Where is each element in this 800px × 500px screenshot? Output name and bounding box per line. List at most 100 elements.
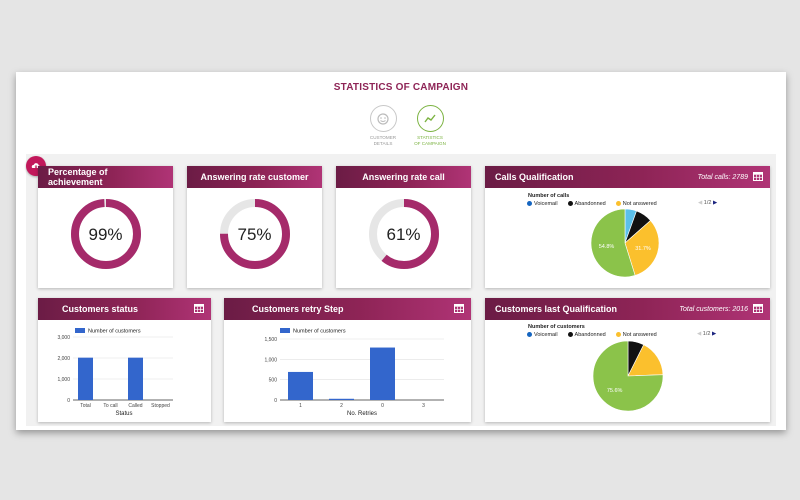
step-label-line1: STATISTICS — [417, 135, 443, 140]
legend-item[interactable]: Abandonned — [567, 332, 606, 338]
bar[interactable] — [288, 371, 313, 400]
legend-label: Not answered — [622, 201, 657, 207]
customers-retry-card: Customers retry Step Number of customers… — [224, 298, 471, 422]
card-title: Answering rate customer — [200, 172, 309, 182]
step-customer-details[interactable]: CUSTOMER DETAILS — [358, 105, 408, 146]
legend-dot — [615, 332, 621, 338]
last-qual-pie-chart: 75.6% — [592, 340, 664, 412]
last-qual-legend: Voicemail Abandonned Not answered — [527, 332, 657, 338]
pager-text: 1/2 — [703, 200, 712, 206]
legend-title: Number of customers — [528, 324, 585, 330]
legend-item[interactable]: Not answered — [615, 332, 657, 338]
table-view-icon[interactable] — [753, 304, 763, 313]
x-axis-title: Status — [115, 411, 132, 417]
legend-pager: ◀ 1/2 ▶ — [698, 200, 717, 206]
legend-item[interactable]: Abandonned — [567, 201, 606, 207]
donut-progress-arc — [71, 199, 141, 269]
step-label-line1: CUSTOMER — [369, 135, 397, 140]
calls-legend: Voicemail Abandonned Not answered — [527, 201, 657, 207]
step-label-line2: OF CAMPAIGN — [414, 140, 446, 146]
card-title: Percentage of achievement — [48, 167, 108, 187]
customer-face-icon — [369, 105, 397, 132]
table-view-icon[interactable] — [454, 304, 464, 313]
step-statistics[interactable]: STATISTICS OF CAMPAIGN — [405, 105, 455, 146]
prev-arrow-icon[interactable]: ◀ — [698, 200, 703, 206]
pie-slice-other[interactable] — [592, 340, 664, 412]
x-tick-label: 1 — [299, 403, 302, 409]
y-tick-label: 0 — [274, 398, 277, 404]
donut-progress-arc — [369, 199, 439, 269]
calls-pie-chart: 31.7% 54.8% — [590, 208, 660, 278]
answering-call-donut — [369, 199, 439, 269]
table-view-icon[interactable] — [753, 172, 763, 181]
pie-slice-not-answered[interactable] — [624, 220, 660, 276]
legend-dot — [527, 332, 532, 338]
calls-qualification-card: Calls Qualification Total calls: 2789 Nu… — [485, 166, 770, 288]
y-tick-label: 3,000 — [57, 335, 70, 341]
legend-swatch — [280, 328, 290, 333]
kpi-card-answering-call: Answering rate call 61% — [336, 166, 471, 288]
x-axis-title: No. Retries — [347, 411, 377, 417]
legend-label: Not answered — [622, 332, 657, 338]
legend-label: Voicemail — [534, 201, 558, 207]
pie-percent-label: 31.7% — [635, 246, 651, 252]
y-tick-label: 0 — [67, 398, 70, 404]
legend-dot — [567, 332, 573, 338]
x-tick-label: Total — [80, 403, 91, 409]
legend-label: Abandonned — [574, 201, 606, 207]
pager-text: 1/2 — [702, 331, 711, 337]
next-arrow-icon[interactable]: ▶ — [712, 200, 718, 206]
card-title: Answering rate call — [362, 172, 445, 182]
kpi-card-answering-customer: Answering rate customer 75% — [187, 166, 322, 288]
y-tick-label: 2,000 — [57, 356, 70, 362]
prev-arrow-icon[interactable]: ◀ — [697, 331, 702, 337]
y-tick-label: 1,000 — [264, 357, 277, 363]
step-label-line2: DETAILS — [373, 140, 393, 146]
table-view-icon[interactable] — [194, 304, 204, 313]
legend-item[interactable]: Voicemail — [527, 201, 558, 207]
legend-dot — [527, 201, 532, 207]
card-title: Customers retry Step — [252, 304, 344, 314]
pie-slice-other[interactable] — [590, 208, 636, 278]
kpi-card-achievement: Percentage of achievement 99% — [38, 166, 173, 288]
last-qualification-card: Customers last Qualification Total custo… — [485, 298, 770, 422]
total-calls: Total calls: 2789 — [697, 173, 748, 181]
y-tick-label: 1,000 — [57, 377, 70, 383]
next-arrow-icon[interactable]: ▶ — [711, 331, 717, 337]
legend-swatch — [75, 328, 85, 333]
legend-item[interactable]: Not answered — [615, 201, 657, 207]
retry-bar-chart: Number of customers No. Retries 0 500 1,00… — [264, 328, 444, 417]
pie-percent-label: 75.6% — [607, 388, 623, 394]
page-title: STATISTICS OF CAMPAIGN — [333, 82, 469, 93]
answering-customer-donut — [220, 199, 290, 269]
status-bar-chart: Number of customers Status 0 1,000 2,000 3,… — [57, 328, 173, 417]
legend-dot — [567, 201, 573, 207]
achievement-donut — [71, 199, 141, 269]
bar[interactable] — [78, 357, 93, 400]
card-title: Customers status — [62, 304, 139, 314]
x-tick-label: 2 — [340, 403, 343, 409]
card-title: Calls Qualification — [495, 172, 574, 182]
trend-line-icon — [416, 105, 444, 132]
x-tick-label: To call — [103, 403, 117, 409]
legend-label: Voicemail — [534, 332, 558, 338]
legend-item[interactable]: Voicemail — [527, 332, 558, 338]
donut-progress-arc — [220, 199, 290, 269]
achievement-value: 99% — [88, 225, 123, 244]
y-tick-label: 1,500 — [264, 337, 277, 343]
answering-call-value: 61% — [386, 225, 421, 244]
x-tick-label: 3 — [422, 403, 425, 409]
x-tick-label: 0 — [381, 403, 384, 409]
card-title: Customers last Qualification — [495, 304, 618, 314]
total-customers: Total customers: 2016 — [679, 305, 748, 313]
pie-percent-label: 54.8% — [599, 244, 615, 250]
x-tick-label: Stopped — [151, 403, 170, 409]
campaign-stats-panel: STATISTICS OF CAMPAIGN CUSTOMER DETAILS S… — [16, 72, 786, 430]
bar[interactable] — [329, 398, 354, 400]
bar[interactable] — [128, 357, 143, 400]
legend-label: Number of customers — [293, 329, 346, 335]
legend-dot — [615, 201, 621, 207]
x-tick-label: Called — [128, 403, 142, 409]
bar[interactable] — [370, 347, 395, 400]
legend-label: Number of customers — [88, 329, 141, 335]
